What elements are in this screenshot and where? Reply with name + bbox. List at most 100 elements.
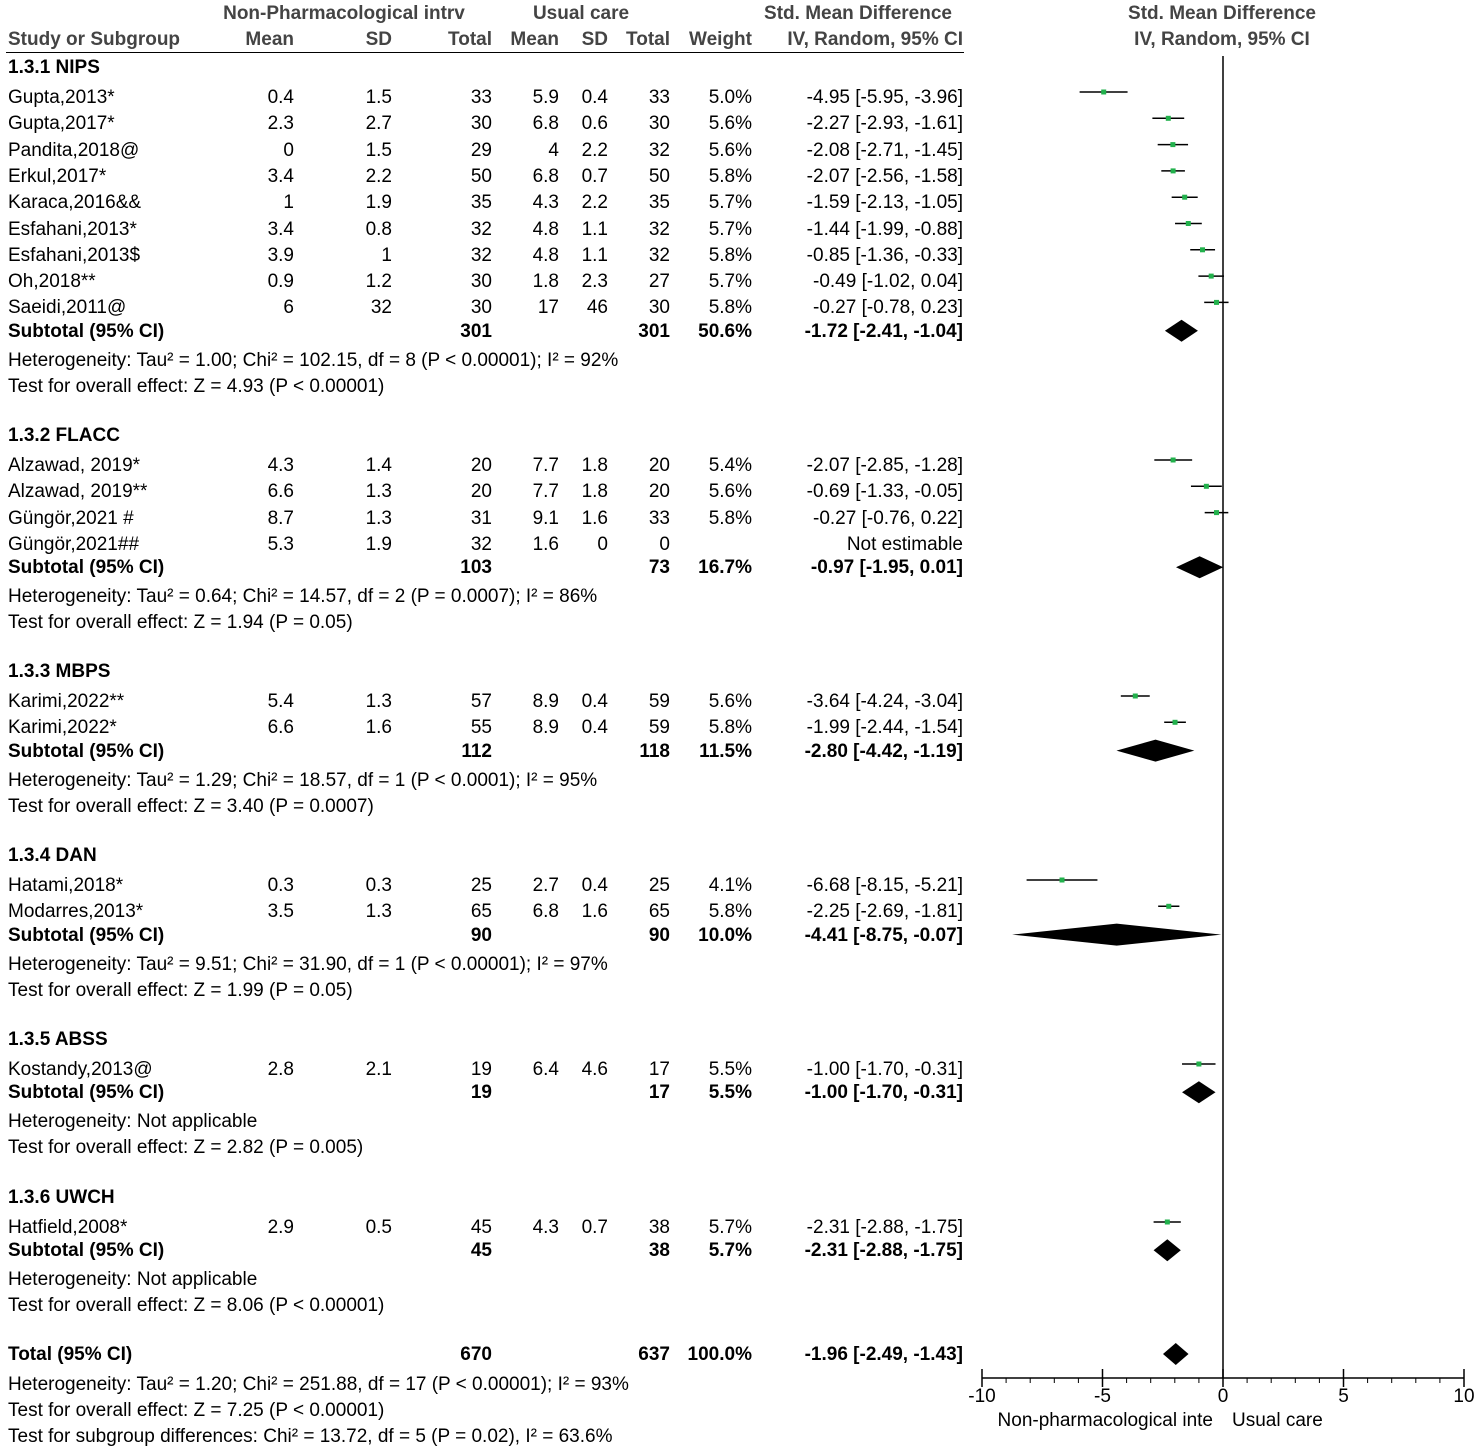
subgroup-heterogeneity: Heterogeneity: Not applicable: [8, 1269, 258, 1291]
study-sd-2: 0.7: [581, 165, 608, 187]
study-weight: 5.6%: [708, 481, 752, 503]
study-sd-1: 0.3: [365, 875, 392, 896]
study-point: [1165, 115, 1171, 121]
study-point: [1213, 510, 1219, 516]
subgroup-title: 1.3.5 ABSS: [8, 1029, 108, 1050]
plot-method: IV, Random, 95% CI: [1134, 29, 1310, 50]
study-point: [1196, 1061, 1202, 1067]
study-sd-1: 1.2: [365, 271, 392, 293]
study-point: [1213, 299, 1219, 305]
total-diamond: [1162, 1343, 1189, 1365]
study-total-1: 65: [470, 901, 492, 923]
study-total-2: 27: [648, 271, 670, 293]
study-ci: -2.07 [-2.85, -1.28]: [806, 455, 963, 476]
study-ci: -3.64 [-4.24, -3.04]: [806, 691, 963, 712]
study-weight: 5.7%: [708, 218, 752, 240]
subtotal-diamond: [1012, 923, 1222, 946]
study-total-1: 50: [470, 165, 492, 187]
study-name: Karimi,2022**: [8, 691, 125, 712]
x-tick-label: -10: [968, 1386, 996, 1407]
subtotal-label: Subtotal (95% CI): [8, 557, 165, 579]
study-total-1: 30: [470, 297, 492, 319]
study-name: Alzawad, 2019*: [8, 455, 141, 476]
study-total-2: 17: [648, 1059, 670, 1080]
study-point: [1170, 457, 1176, 463]
subtotal-ci: -0.97 [-1.95, 0.01]: [810, 557, 963, 579]
study-mean-2: 7.7: [532, 455, 559, 476]
study-total-1: 20: [470, 481, 492, 503]
header-mean-2: Mean: [510, 29, 559, 50]
study-mean-2: 4.3: [532, 1217, 559, 1238]
study-total-2: 30: [648, 113, 670, 135]
study-total-1: 29: [470, 139, 492, 161]
study-name: Esfahani,2013$: [8, 244, 141, 266]
subtotal-ci: -1.72 [-2.41, -1.04]: [804, 320, 963, 342]
study-mean-2: 5.9: [532, 87, 559, 108]
x-tick-label: -5: [1094, 1386, 1111, 1407]
study-sd-1: 0.5: [365, 1217, 392, 1238]
subtotal-diamond: [1164, 319, 1198, 342]
study-total-1: 25: [470, 875, 492, 896]
study-ci: -1.44 [-1.99, -0.88]: [806, 218, 963, 240]
study-sd-2: 0.7: [581, 1217, 608, 1238]
study-ci: -2.07 [-2.56, -1.58]: [806, 165, 963, 187]
subtotal-label: Subtotal (95% CI): [8, 924, 165, 946]
study-mean-2: 1.6: [532, 533, 559, 555]
subtotal-label: Subtotal (95% CI): [8, 1082, 165, 1104]
study-sd-2: 46: [586, 297, 608, 319]
study-sd-2: 2.2: [581, 192, 608, 214]
study-total-2: 59: [648, 691, 670, 712]
header-group2-label: Usual care: [532, 3, 630, 24]
total-ci: -1.96 [-2.49, -1.43]: [804, 1344, 963, 1365]
study-sd-2: 2.3: [581, 271, 608, 293]
subtotal-ci: -2.31 [-2.88, -1.75]: [804, 1240, 963, 1262]
study-total-2: 35: [648, 192, 670, 214]
study-sd-2: 0.4: [581, 691, 608, 712]
study-name: Erkul,2017*: [8, 165, 107, 187]
subtotal-label: Subtotal (95% CI): [8, 1240, 165, 1262]
study-name: Alzawad, 2019**: [8, 481, 148, 503]
study-mean-1: 0: [283, 139, 294, 161]
study-weight: 5.7%: [708, 192, 752, 214]
header-total-1: Total: [448, 29, 492, 50]
study-name: Esfahani,2013*: [8, 218, 137, 240]
study-sd-1: 1: [381, 244, 392, 266]
study-mean-1: 2.3: [267, 113, 294, 135]
study-total-1: 33: [470, 87, 492, 108]
subtotal-total-1: 45: [470, 1240, 492, 1262]
subtotal-total-2: 301: [638, 320, 670, 342]
study-weight: 5.8%: [708, 297, 752, 319]
subgroup-title: 1.3.3 MBPS: [8, 661, 111, 682]
header-group1-label: Non-Pharmacological intrv: [223, 3, 465, 24]
subgroup-heterogeneity: Heterogeneity: Tau² = 9.51; Chi² = 31.90…: [8, 953, 608, 975]
study-mean-1: 2.9: [267, 1217, 294, 1238]
study-total-1: 32: [470, 218, 492, 240]
favours-left-label: Non-pharmacological inte: [997, 1410, 1213, 1431]
study-mean-1: 2.8: [267, 1059, 294, 1080]
study-name: Modarres,2013*: [8, 901, 144, 923]
study-total-1: 45: [470, 1217, 492, 1238]
study-total-2: 32: [648, 244, 670, 266]
study-mean-1: 3.9: [267, 244, 294, 266]
study-sd-1: 32: [370, 297, 392, 319]
study-name: Karimi,2022*: [8, 717, 117, 739]
study-name: Hatami,2018*: [8, 875, 124, 896]
study-sd-2: 0.4: [581, 717, 608, 739]
subtotal-ci: -2.80 [-4.42, -1.19]: [804, 740, 963, 762]
study-weight: 4.1%: [708, 875, 752, 896]
study-sd-2: 0.4: [581, 87, 608, 108]
subgroup-overall-effect: Test for overall effect: Z = 1.94 (P = 0…: [8, 612, 353, 634]
study-weight: 5.8%: [708, 244, 752, 266]
study-total-2: 38: [648, 1217, 670, 1238]
total-total-2: 637: [638, 1344, 670, 1365]
study-sd-1: 1.3: [365, 691, 392, 712]
study-sd-1: 1.9: [365, 533, 392, 555]
study-point: [1132, 693, 1138, 699]
study-sd-1: 1.3: [365, 507, 392, 529]
study-sd-2: 0: [597, 533, 608, 555]
study-ci: -0.49 [-1.02, 0.04]: [813, 271, 963, 293]
study-sd-1: 2.1: [365, 1059, 392, 1080]
study-mean-2: 6.8: [532, 165, 559, 187]
study-mean-2: 4: [548, 139, 559, 161]
study-weight: 5.4%: [708, 455, 752, 476]
